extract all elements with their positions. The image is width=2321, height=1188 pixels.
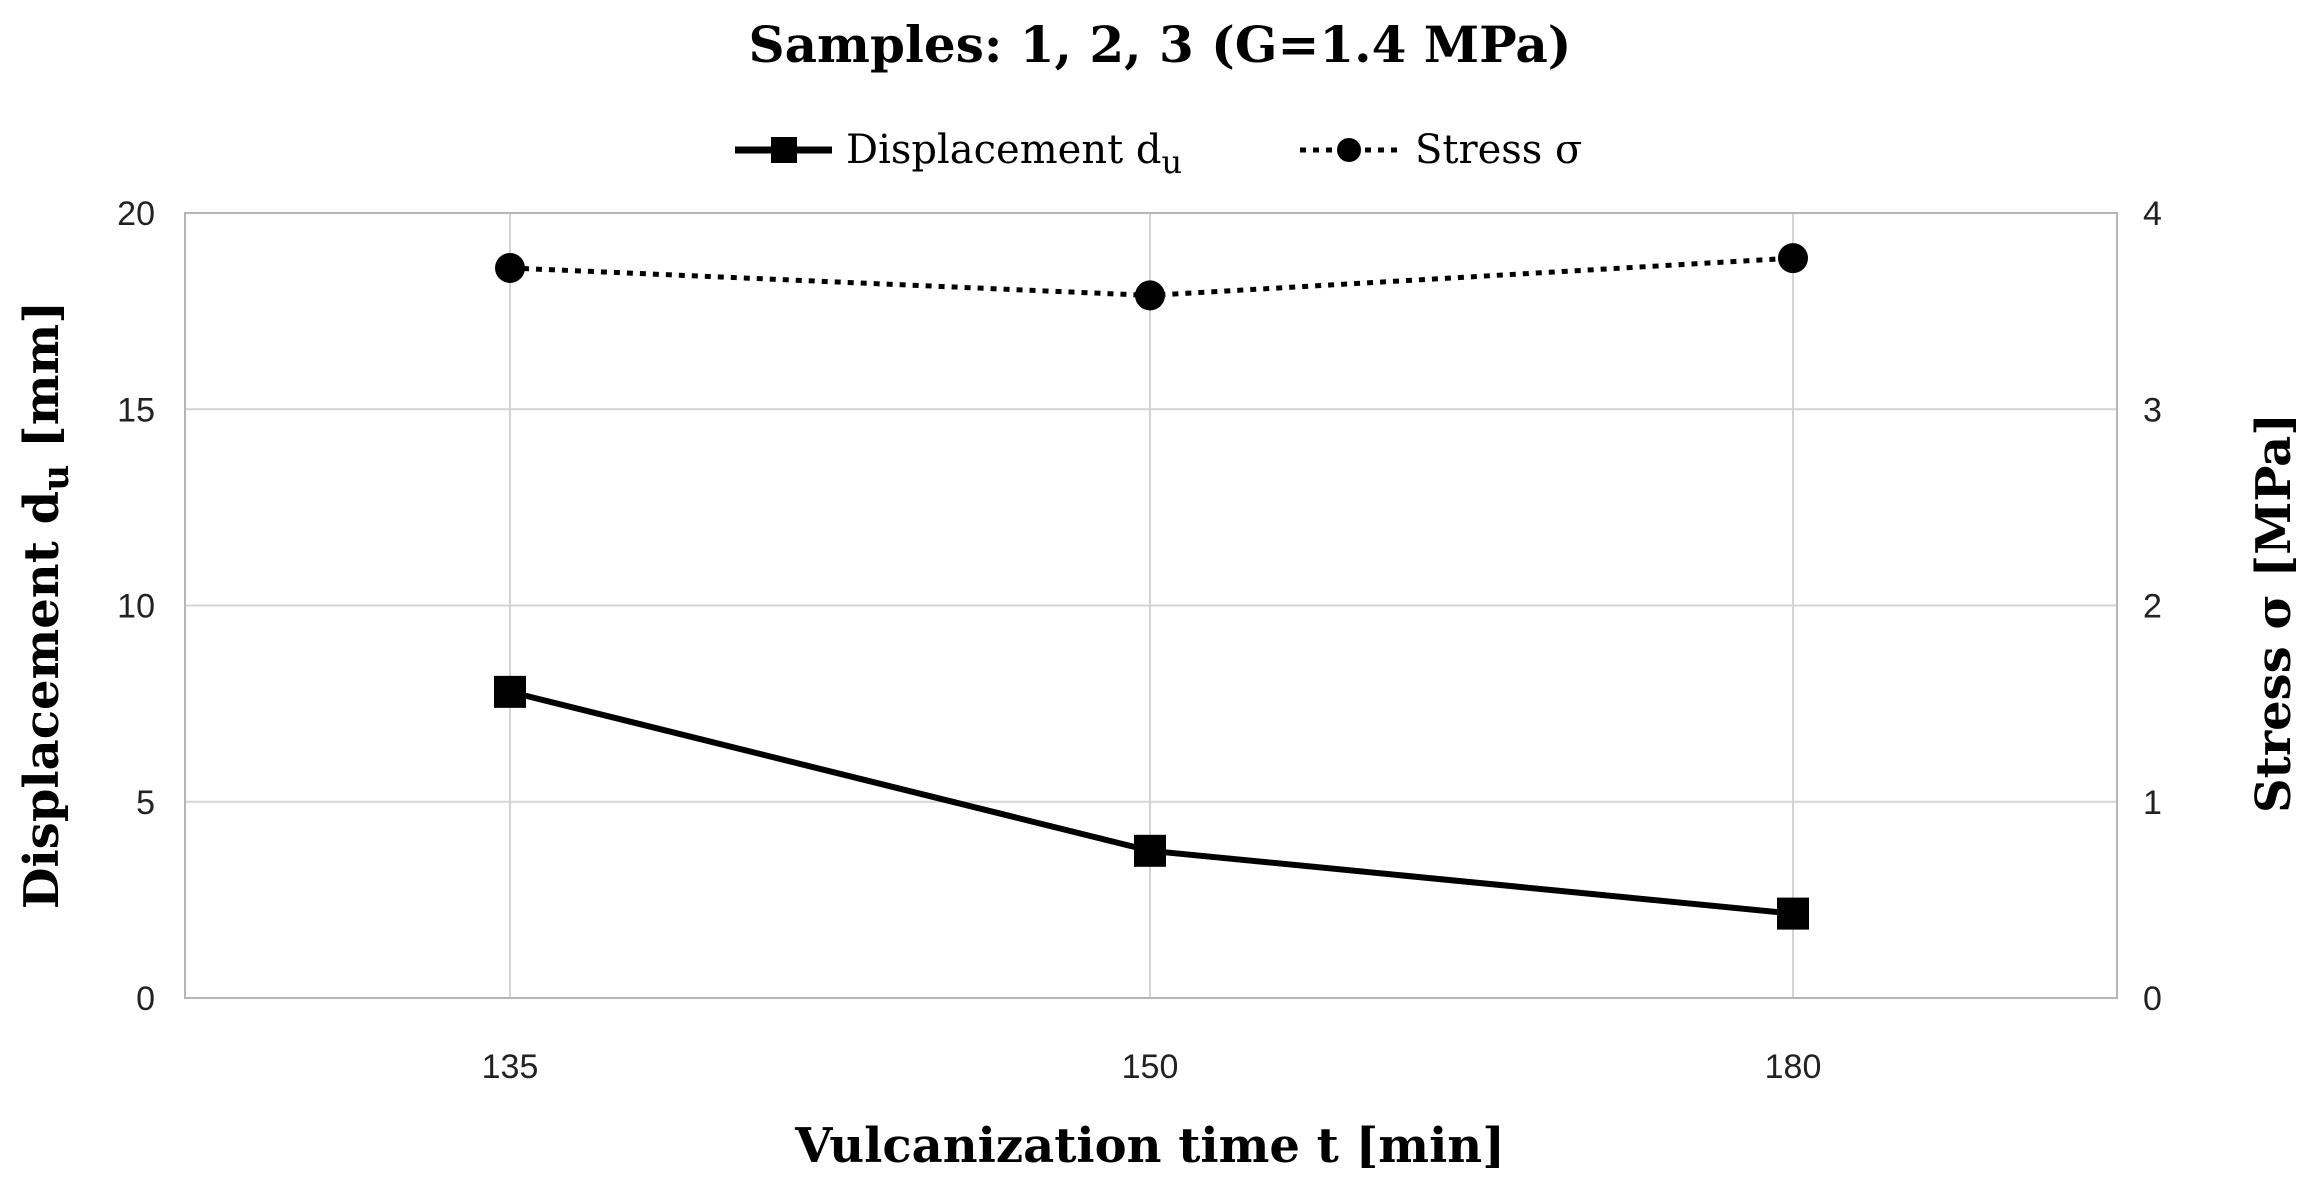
y-right-tick-label: 3 <box>2143 391 2162 429</box>
y-right-tick-label: 0 <box>2143 980 2162 1018</box>
legend-label-displacement-main: Displacement d <box>846 127 1161 173</box>
legend-label-displacement-sub: u <box>1161 143 1182 181</box>
plot-area <box>184 212 2118 999</box>
grid <box>185 212 2117 999</box>
y-axis-left-title-unit: [mm] <box>14 301 70 465</box>
y-axis-right-title: Stress σ [MPa] <box>2246 413 2302 813</box>
x-tick-label: 180 <box>1765 1048 1822 1086</box>
data-point-stress <box>1778 243 1808 274</box>
data-point-displacement <box>494 675 526 708</box>
data-point-displacement <box>1134 834 1166 867</box>
y-left-tick-label: 0 <box>136 980 155 1018</box>
series <box>494 243 1809 930</box>
legend-circle-marker-icon <box>1337 138 1361 162</box>
y-left-tick-label: 20 <box>117 195 155 233</box>
data-point-stress <box>495 252 525 283</box>
chart-title: Samples: 1, 2, 3 (G=1.4 MPa) <box>749 15 1572 74</box>
y-right-tick-label: 1 <box>2143 784 2162 822</box>
x-tick-label: 150 <box>1122 1048 1179 1086</box>
y-right-tick-label: 2 <box>2143 588 2162 626</box>
legend-square-marker-icon <box>771 137 797 163</box>
y-left-tick-label: 15 <box>117 391 155 429</box>
legend-item-stress: Stress σ <box>1300 127 1582 173</box>
legend-label-displacement: Displacement du <box>846 127 1182 181</box>
data-point-displacement <box>1777 897 1809 930</box>
axis-ticks: 0 5 10 15 20 0 1 2 3 4 135 150 180 <box>117 195 2162 1086</box>
x-tick-label: 135 <box>482 1048 539 1086</box>
legend-item-displacement: Displacement du <box>735 127 1182 181</box>
data-point-stress <box>1135 280 1165 311</box>
y-axis-left-title-sub: u <box>35 465 77 491</box>
x-axis-title: Vulcanization time t [min] <box>794 1118 1505 1174</box>
y-right-tick-label: 4 <box>2143 195 2162 233</box>
y-left-tick-label: 5 <box>136 784 155 822</box>
legend: Displacement du Stress σ <box>735 127 1582 181</box>
y-left-tick-label: 10 <box>117 588 155 626</box>
y-axis-left-title: Displacement du [mm] <box>14 301 77 909</box>
legend-label-stress: Stress σ <box>1415 127 1582 173</box>
y-axis-left-title-main: Displacement d <box>14 491 70 909</box>
